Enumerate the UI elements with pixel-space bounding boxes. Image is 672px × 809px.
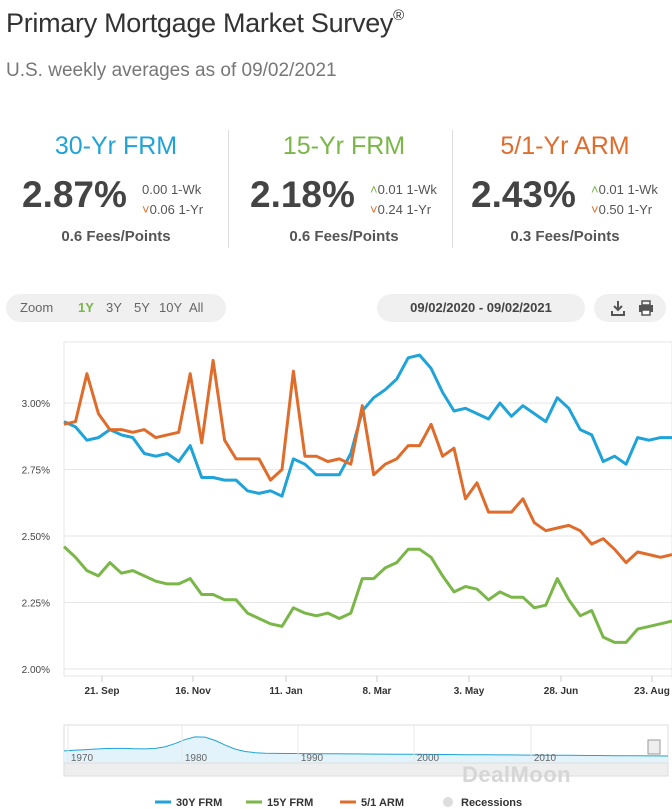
y-tick-label: 3.00% <box>22 399 50 410</box>
navigator-handle[interactable] <box>647 739 661 755</box>
navigator-tick-label: 2010 <box>534 753 557 764</box>
week-arrow: ˄ <box>591 182 599 197</box>
x-tick-label: 16. Nov <box>175 686 211 697</box>
zoom-1y-button[interactable]: 1Y <box>78 300 94 315</box>
x-tick-label: 28. Jun <box>544 686 578 697</box>
year-change: ˅0.06 1-Yr <box>142 202 204 217</box>
zoom-all-button[interactable]: All <box>189 300 204 315</box>
navigator-area <box>64 736 668 763</box>
legend-swatch <box>443 797 453 807</box>
panel-divider <box>228 130 229 248</box>
legend-item-2[interactable]: 5/1 ARM <box>340 797 404 809</box>
zoom-10y-button[interactable]: 10Y <box>159 300 183 315</box>
series-line-0 <box>63 353 672 498</box>
rate-panel-1: 15-Yr FRM 2.18% ˄0.01 1-Wk ˅0.24 1-Yr 0.6 Fe… <box>234 130 454 248</box>
week-change: 0.00 1-Wk <box>142 182 202 197</box>
navigator-tick-label: 1990 <box>301 753 324 764</box>
fees-points: 0.6 Fees/Points <box>289 228 399 245</box>
rate-name: 30-Yr FRM <box>54 132 178 160</box>
watermark: DealMoon <box>462 762 572 787</box>
legend-item-3[interactable]: Recessions <box>443 797 522 809</box>
legend-label: 15Y FRM <box>267 797 313 809</box>
rate-name: 5/1-Yr ARM <box>500 132 630 160</box>
rate-value: 2.18% <box>250 174 355 215</box>
download-icon[interactable] <box>610 300 626 316</box>
rate-value: 2.87% <box>22 174 127 215</box>
rate-value: 2.43% <box>471 174 576 215</box>
year-change: ˅0.50 1-Yr <box>591 202 653 217</box>
page-title: Primary Mortgage Market Survey® <box>6 7 404 38</box>
zoom-bar: Zoom 1Y 3Y 5Y 10Y All <box>6 294 226 322</box>
year-arrow: ˅ <box>370 202 378 217</box>
week-change: ˄0.01 1-Wk <box>370 182 437 197</box>
x-tick-label: 3. May <box>454 686 485 697</box>
year-change: ˅0.24 1-Yr <box>370 202 432 217</box>
y-tick-label: 2.75% <box>22 466 50 477</box>
plot-area <box>63 341 672 677</box>
legend-item-1[interactable]: 15Y FRM <box>246 797 313 809</box>
rate-name: 15-Yr FRM <box>282 132 406 160</box>
legend-label: 30Y FRM <box>176 797 222 809</box>
rate-panel-0: 30-Yr FRM 2.87% 0.00 1-Wk ˅0.06 1-Yr 0.6 Fee… <box>6 130 226 248</box>
x-tick-label: 8. Mar <box>363 686 392 697</box>
navigator-line <box>63 736 669 757</box>
y-tick-label: 2.50% <box>22 532 50 543</box>
registered-mark: ® <box>393 7 404 24</box>
zoom-5y-button[interactable]: 5Y <box>134 300 150 315</box>
fees-points: 0.3 Fees/Points <box>510 228 620 245</box>
week-arrow: ˄ <box>370 182 378 197</box>
series-line-1 <box>62 545 672 644</box>
x-tick-label: 23. Aug <box>634 686 670 697</box>
y-tick-label: 2.25% <box>22 599 50 610</box>
navigator-tick-label: 2000 <box>417 753 440 764</box>
zoom-3y-button[interactable]: 3Y <box>106 300 122 315</box>
chart-tools <box>594 294 666 322</box>
y-tick-label: 2.00% <box>22 665 50 676</box>
panel-divider <box>452 130 453 248</box>
navigator-scrollbar[interactable] <box>63 762 669 777</box>
rate-panel-2: 5/1-Yr ARM 2.43% ˄0.01 1-Wk ˅0.50 1-Yr 0.3 F… <box>455 130 672 248</box>
navigator-tick-label: 1980 <box>185 753 208 764</box>
x-tick-label: 21. Sep <box>84 686 119 697</box>
navigator-tick-label: 1970 <box>71 753 94 764</box>
year-arrow: ˅ <box>591 202 599 217</box>
x-tick-label: 11. Jan <box>269 686 302 697</box>
fees-points: 0.6 Fees/Points <box>61 228 171 245</box>
print-icon[interactable] <box>638 300 654 316</box>
series-line-2 <box>63 358 672 565</box>
legend-item-0[interactable]: 30Y FRM <box>155 797 222 809</box>
date-range[interactable]: 09/02/2020 - 09/02/2021 <box>377 294 585 322</box>
page-subtitle: U.S. weekly averages as of 09/02/2021 <box>6 60 337 81</box>
legend-label: Recessions <box>461 797 522 809</box>
week-change: ˄0.01 1-Wk <box>591 182 658 197</box>
zoom-label: Zoom <box>20 300 54 315</box>
year-arrow: ˅ <box>142 202 150 217</box>
legend-label: 5/1 ARM <box>361 797 404 809</box>
